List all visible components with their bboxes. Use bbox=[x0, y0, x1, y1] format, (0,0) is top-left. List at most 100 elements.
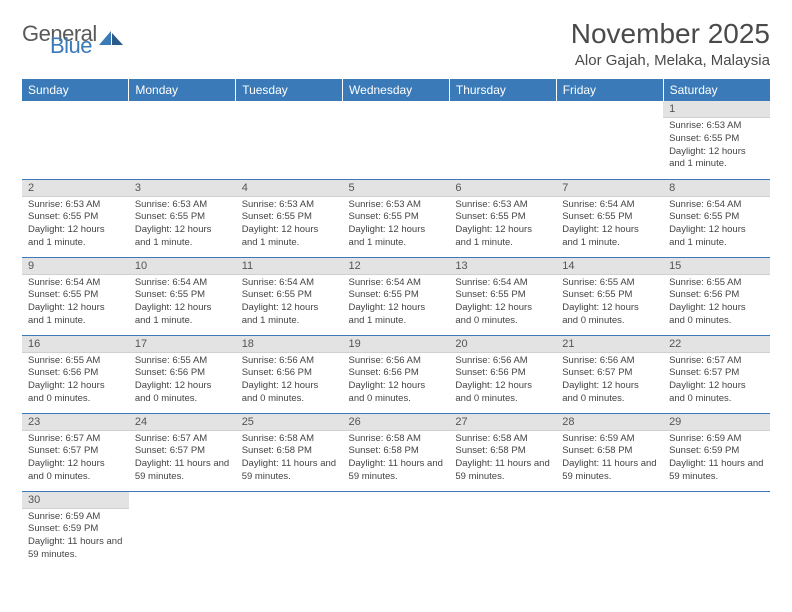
day-number: 19 bbox=[343, 336, 450, 353]
daylight-line: Daylight: 12 hours and 0 minutes. bbox=[455, 302, 550, 328]
calendar-day-cell bbox=[556, 101, 663, 179]
daylight-line: Daylight: 12 hours and 0 minutes. bbox=[562, 380, 657, 406]
daylight-line: Daylight: 12 hours and 0 minutes. bbox=[455, 380, 550, 406]
day-content: Sunrise: 6:56 AMSunset: 6:56 PMDaylight:… bbox=[343, 353, 450, 410]
sunrise-line: Sunrise: 6:58 AM bbox=[455, 433, 550, 446]
calendar-day-cell bbox=[236, 491, 343, 569]
daylight-line: Daylight: 12 hours and 0 minutes. bbox=[28, 380, 123, 406]
location-text: Alor Gajah, Melaka, Malaysia bbox=[571, 52, 770, 69]
daylight-line: Daylight: 12 hours and 1 minute. bbox=[349, 224, 444, 250]
day-header: Monday bbox=[129, 79, 236, 101]
day-number: 24 bbox=[129, 414, 236, 431]
day-number: 27 bbox=[449, 414, 556, 431]
sunrise-line: Sunrise: 6:53 AM bbox=[242, 199, 337, 212]
day-number: 28 bbox=[556, 414, 663, 431]
sunset-line: Sunset: 6:59 PM bbox=[669, 445, 764, 458]
calendar-day-cell bbox=[129, 101, 236, 179]
sunrise-line: Sunrise: 6:54 AM bbox=[135, 277, 230, 290]
day-content: Sunrise: 6:55 AMSunset: 6:55 PMDaylight:… bbox=[556, 275, 663, 332]
daylight-line: Daylight: 12 hours and 1 minute. bbox=[135, 302, 230, 328]
calendar-day-cell: 6Sunrise: 6:53 AMSunset: 6:55 PMDaylight… bbox=[449, 179, 556, 257]
day-content: Sunrise: 6:58 AMSunset: 6:58 PMDaylight:… bbox=[236, 431, 343, 488]
day-content: Sunrise: 6:53 AMSunset: 6:55 PMDaylight:… bbox=[236, 197, 343, 254]
calendar-day-cell: 22Sunrise: 6:57 AMSunset: 6:57 PMDayligh… bbox=[663, 335, 770, 413]
calendar-day-cell: 7Sunrise: 6:54 AMSunset: 6:55 PMDaylight… bbox=[556, 179, 663, 257]
logo-text-blue: Blue bbox=[50, 36, 97, 56]
day-header: Tuesday bbox=[236, 79, 343, 101]
sunrise-line: Sunrise: 6:53 AM bbox=[28, 199, 123, 212]
calendar-day-cell: 10Sunrise: 6:54 AMSunset: 6:55 PMDayligh… bbox=[129, 257, 236, 335]
calendar-day-cell: 30Sunrise: 6:59 AMSunset: 6:59 PMDayligh… bbox=[22, 491, 129, 569]
calendar-day-cell: 20Sunrise: 6:56 AMSunset: 6:56 PMDayligh… bbox=[449, 335, 556, 413]
sunrise-line: Sunrise: 6:59 AM bbox=[28, 511, 123, 524]
calendar-day-cell: 24Sunrise: 6:57 AMSunset: 6:57 PMDayligh… bbox=[129, 413, 236, 491]
sunrise-line: Sunrise: 6:54 AM bbox=[242, 277, 337, 290]
calendar-day-cell bbox=[236, 101, 343, 179]
sunrise-line: Sunrise: 6:58 AM bbox=[242, 433, 337, 446]
day-header: Sunday bbox=[22, 79, 129, 101]
daylight-line: Daylight: 12 hours and 0 minutes. bbox=[669, 380, 764, 406]
day-header: Wednesday bbox=[343, 79, 450, 101]
sunset-line: Sunset: 6:57 PM bbox=[669, 367, 764, 380]
daylight-line: Daylight: 12 hours and 0 minutes. bbox=[562, 302, 657, 328]
calendar-day-cell bbox=[449, 491, 556, 569]
day-number: 16 bbox=[22, 336, 129, 353]
day-content: Sunrise: 6:53 AMSunset: 6:55 PMDaylight:… bbox=[663, 118, 770, 175]
sunrise-line: Sunrise: 6:57 AM bbox=[28, 433, 123, 446]
day-content: Sunrise: 6:57 AMSunset: 6:57 PMDaylight:… bbox=[129, 431, 236, 488]
calendar-week-row: 1Sunrise: 6:53 AMSunset: 6:55 PMDaylight… bbox=[22, 101, 770, 179]
daylight-line: Daylight: 11 hours and 59 minutes. bbox=[28, 536, 123, 562]
calendar-header-row: SundayMondayTuesdayWednesdayThursdayFrid… bbox=[22, 79, 770, 101]
day-content: Sunrise: 6:55 AMSunset: 6:56 PMDaylight:… bbox=[22, 353, 129, 410]
sunrise-line: Sunrise: 6:53 AM bbox=[135, 199, 230, 212]
day-content: Sunrise: 6:54 AMSunset: 6:55 PMDaylight:… bbox=[449, 275, 556, 332]
calendar-day-cell: 25Sunrise: 6:58 AMSunset: 6:58 PMDayligh… bbox=[236, 413, 343, 491]
title-block: November 2025 Alor Gajah, Melaka, Malays… bbox=[571, 18, 770, 69]
daylight-line: Daylight: 12 hours and 1 minute. bbox=[28, 302, 123, 328]
daylight-line: Daylight: 12 hours and 1 minute. bbox=[562, 224, 657, 250]
calendar-day-cell: 29Sunrise: 6:59 AMSunset: 6:59 PMDayligh… bbox=[663, 413, 770, 491]
day-content: Sunrise: 6:53 AMSunset: 6:55 PMDaylight:… bbox=[129, 197, 236, 254]
sunset-line: Sunset: 6:56 PM bbox=[455, 367, 550, 380]
sunset-line: Sunset: 6:57 PM bbox=[28, 445, 123, 458]
sunset-line: Sunset: 6:55 PM bbox=[455, 289, 550, 302]
day-content: Sunrise: 6:53 AMSunset: 6:55 PMDaylight:… bbox=[449, 197, 556, 254]
sunrise-line: Sunrise: 6:54 AM bbox=[562, 199, 657, 212]
day-content: Sunrise: 6:54 AMSunset: 6:55 PMDaylight:… bbox=[663, 197, 770, 254]
daylight-line: Daylight: 12 hours and 1 minute. bbox=[349, 302, 444, 328]
sunrise-line: Sunrise: 6:56 AM bbox=[562, 355, 657, 368]
day-content: Sunrise: 6:54 AMSunset: 6:55 PMDaylight:… bbox=[236, 275, 343, 332]
logo-sail-icon bbox=[97, 29, 125, 47]
day-header: Friday bbox=[556, 79, 663, 101]
sunrise-line: Sunrise: 6:59 AM bbox=[669, 433, 764, 446]
calendar-day-cell: 26Sunrise: 6:58 AMSunset: 6:58 PMDayligh… bbox=[343, 413, 450, 491]
day-content: Sunrise: 6:55 AMSunset: 6:56 PMDaylight:… bbox=[663, 275, 770, 332]
sunset-line: Sunset: 6:56 PM bbox=[135, 367, 230, 380]
day-number: 11 bbox=[236, 258, 343, 275]
day-number: 14 bbox=[556, 258, 663, 275]
calendar-week-row: 2Sunrise: 6:53 AMSunset: 6:55 PMDaylight… bbox=[22, 179, 770, 257]
daylight-line: Daylight: 11 hours and 59 minutes. bbox=[455, 458, 550, 484]
sunset-line: Sunset: 6:55 PM bbox=[28, 289, 123, 302]
calendar-day-cell: 28Sunrise: 6:59 AMSunset: 6:58 PMDayligh… bbox=[556, 413, 663, 491]
daylight-line: Daylight: 12 hours and 1 minute. bbox=[669, 224, 764, 250]
calendar-day-cell bbox=[343, 101, 450, 179]
calendar-day-cell bbox=[449, 101, 556, 179]
sunrise-line: Sunrise: 6:55 AM bbox=[28, 355, 123, 368]
day-content: Sunrise: 6:58 AMSunset: 6:58 PMDaylight:… bbox=[343, 431, 450, 488]
calendar-day-cell bbox=[343, 491, 450, 569]
sunrise-line: Sunrise: 6:59 AM bbox=[562, 433, 657, 446]
sunrise-line: Sunrise: 6:54 AM bbox=[28, 277, 123, 290]
sunset-line: Sunset: 6:55 PM bbox=[242, 211, 337, 224]
sunset-line: Sunset: 6:56 PM bbox=[28, 367, 123, 380]
sunset-line: Sunset: 6:56 PM bbox=[242, 367, 337, 380]
daylight-line: Daylight: 12 hours and 1 minute. bbox=[242, 224, 337, 250]
sunset-line: Sunset: 6:55 PM bbox=[135, 289, 230, 302]
calendar-day-cell bbox=[556, 491, 663, 569]
daylight-line: Daylight: 12 hours and 0 minutes. bbox=[242, 380, 337, 406]
calendar-day-cell: 5Sunrise: 6:53 AMSunset: 6:55 PMDaylight… bbox=[343, 179, 450, 257]
sunset-line: Sunset: 6:55 PM bbox=[669, 211, 764, 224]
sunrise-line: Sunrise: 6:54 AM bbox=[349, 277, 444, 290]
logo: General Blue bbox=[22, 24, 125, 56]
sunrise-line: Sunrise: 6:53 AM bbox=[455, 199, 550, 212]
